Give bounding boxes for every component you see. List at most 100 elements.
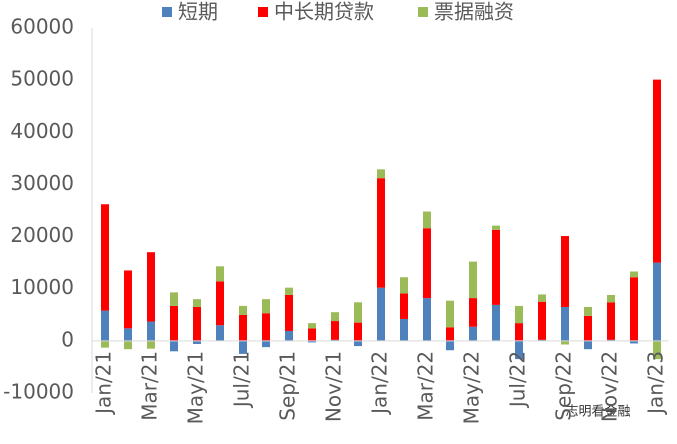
x-tick-label: Nov/22	[598, 351, 622, 422]
bar	[147, 340, 155, 349]
legend-swatch	[162, 7, 172, 17]
bar	[561, 340, 569, 345]
bar	[101, 310, 109, 341]
bar	[653, 340, 661, 360]
bar	[515, 323, 523, 341]
x-tick-label: Sep/21	[276, 351, 300, 421]
y-tick-label: 0	[61, 327, 74, 351]
bar	[308, 328, 316, 341]
legend-swatch	[258, 7, 268, 17]
legend-swatch	[418, 7, 428, 17]
y-tick-label: 50000	[10, 67, 74, 91]
bar	[331, 339, 339, 341]
bar	[653, 262, 661, 341]
bar	[124, 328, 132, 341]
bar	[607, 339, 615, 341]
bar	[331, 312, 339, 322]
x-tick-label: Mar/22	[414, 351, 438, 421]
bar	[492, 225, 500, 230]
bar	[308, 323, 316, 329]
bar	[607, 302, 615, 340]
bar	[101, 340, 109, 348]
bar	[308, 340, 316, 343]
bar	[538, 301, 546, 340]
y-tick-label: 30000	[10, 171, 74, 195]
bar	[469, 261, 477, 299]
watermark: 志明看金融	[565, 404, 630, 420]
x-tick-label: Jul/21	[230, 351, 254, 409]
bar	[584, 315, 592, 341]
x-tick-label: Mar/21	[138, 351, 162, 421]
bar	[285, 294, 293, 331]
bar	[354, 302, 362, 323]
bar	[262, 313, 270, 341]
bar	[630, 277, 638, 341]
bar	[492, 304, 500, 341]
x-tick-label: Jan/22	[368, 351, 392, 416]
legend-label: 票据融资	[434, 0, 514, 24]
legend-label: 中长期贷款	[274, 0, 374, 24]
bar	[124, 340, 132, 350]
bar	[285, 287, 293, 295]
bar	[216, 325, 224, 341]
bar	[262, 340, 270, 348]
bar	[492, 229, 500, 305]
x-tick-label: Jul/22	[506, 351, 530, 409]
legend-label: 短期	[178, 0, 218, 24]
bar	[446, 300, 454, 328]
bar	[193, 340, 201, 344]
bar	[469, 326, 477, 341]
bar	[538, 294, 546, 302]
bar	[446, 327, 454, 341]
y-tick-label: 60000	[10, 15, 74, 39]
bar	[400, 318, 408, 341]
bar	[193, 306, 201, 341]
bar	[331, 321, 339, 340]
x-tick-label: Jan/23	[644, 351, 668, 416]
bar	[193, 299, 201, 307]
bar	[170, 340, 178, 352]
bar	[515, 340, 523, 360]
bar	[561, 306, 569, 341]
bar	[124, 270, 132, 329]
bar	[538, 339, 546, 341]
bar	[607, 294, 615, 303]
bar	[239, 314, 247, 341]
bar	[239, 305, 247, 315]
bar	[446, 340, 454, 351]
bar	[147, 252, 155, 322]
bar	[377, 169, 385, 179]
x-tick-label: Jan/21	[92, 351, 116, 416]
bar	[469, 298, 477, 327]
y-tick-label: -10000	[3, 380, 74, 404]
bar	[170, 292, 178, 306]
bar	[400, 293, 408, 319]
bar	[423, 298, 431, 341]
bar	[423, 211, 431, 229]
bar	[515, 305, 523, 324]
bar	[400, 277, 408, 294]
bar	[584, 306, 592, 316]
x-tick-label: Nov/21	[322, 351, 346, 422]
bar	[377, 287, 385, 341]
x-tick-label: May/22	[460, 351, 484, 425]
bar	[561, 236, 569, 307]
x-tick-label: Sep/22	[552, 351, 576, 421]
bar	[354, 322, 362, 341]
bar	[653, 79, 661, 263]
bar	[354, 340, 362, 347]
bar	[101, 204, 109, 311]
bar	[216, 266, 224, 282]
bar	[630, 340, 638, 344]
bar	[147, 321, 155, 341]
bar	[584, 340, 592, 350]
y-tick-label: 40000	[10, 119, 74, 143]
bar	[377, 178, 385, 288]
bar	[630, 271, 638, 278]
x-tick-label: May/21	[184, 351, 208, 425]
bar	[170, 305, 178, 341]
bar	[262, 299, 270, 314]
y-tick-label: 10000	[10, 275, 74, 299]
